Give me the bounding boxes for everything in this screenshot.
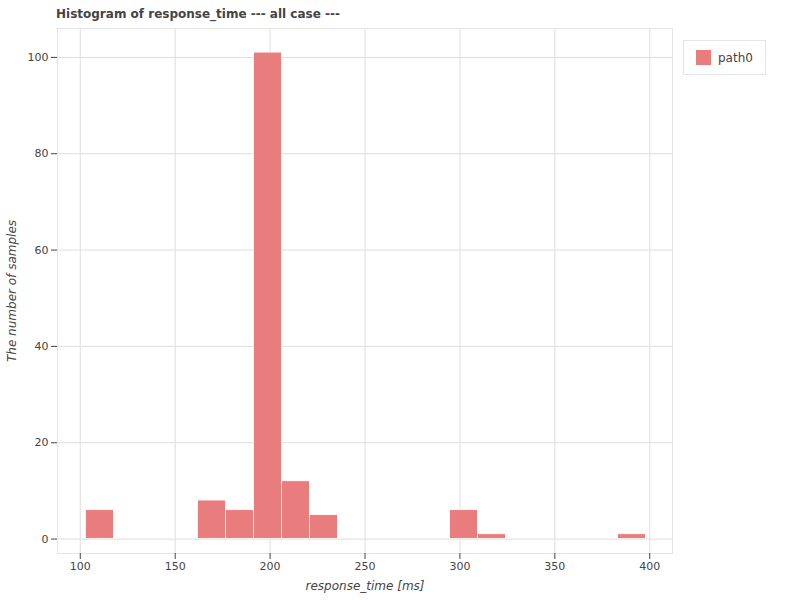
svg-text:200: 200 — [260, 560, 281, 573]
svg-text:300: 300 — [449, 560, 470, 573]
svg-text:0: 0 — [42, 533, 49, 546]
svg-text:400: 400 — [639, 560, 660, 573]
svg-text:The number of samples: The number of samples — [5, 220, 19, 362]
svg-text:20: 20 — [35, 436, 49, 449]
svg-text:250: 250 — [355, 560, 376, 573]
svg-text:40: 40 — [35, 340, 49, 353]
svg-text:response_time [ms]: response_time [ms] — [306, 579, 425, 593]
svg-text:60: 60 — [35, 244, 49, 257]
svg-text:100: 100 — [28, 51, 49, 64]
svg-text:100: 100 — [70, 560, 91, 573]
html-text:path0: path0 — [718, 50, 753, 65]
svg-text:80: 80 — [35, 147, 49, 160]
svg-text:350: 350 — [544, 560, 565, 573]
svg-text:150: 150 — [165, 560, 186, 573]
html-text:Histogram of response_time ---: Histogram of response_time --- all case … — [56, 7, 340, 21]
